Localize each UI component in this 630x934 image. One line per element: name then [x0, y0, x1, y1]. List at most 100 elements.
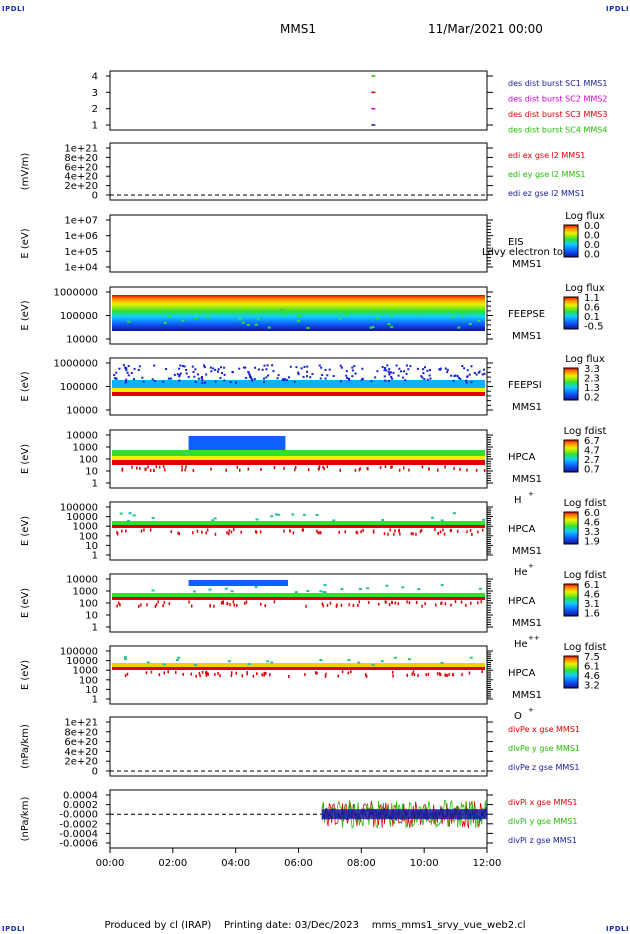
y-axis-label: (mV/m)	[20, 153, 31, 191]
y-tick-label: 1	[92, 551, 98, 562]
heatmap-speckle	[181, 319, 185, 322]
heatmap-speckle	[478, 587, 482, 590]
y-tick-label: 10	[85, 541, 98, 552]
heatmap-speckle	[214, 673, 216, 677]
heatmap-speckle	[139, 466, 141, 470]
heatmap-speckle	[246, 671, 249, 675]
heatmap-speckle	[387, 323, 391, 326]
heatmap-speckle	[178, 373, 181, 376]
heatmap-speckle	[276, 377, 279, 380]
heatmap-speckle	[116, 530, 118, 534]
heatmap-speckle	[383, 375, 386, 378]
heatmap-speckle	[275, 513, 279, 516]
heatmap-speckle	[145, 467, 147, 471]
colorbar-tick-label: 0.2	[584, 393, 600, 404]
heatmap-speckle	[360, 378, 363, 381]
legend-entry: des dist burst SC1 MMS1	[508, 79, 607, 88]
instrument-label: HPCA	[508, 452, 536, 463]
heatmap-speckle	[158, 673, 161, 677]
legend-entry: divPi z gse MMS1	[508, 836, 577, 845]
heatmap-speckle	[314, 671, 317, 675]
colorbar-tick-label: -0.5	[584, 322, 604, 333]
heatmap-speckle	[119, 512, 123, 515]
heatmap-speckle	[347, 659, 351, 662]
heatmap-speckle	[178, 367, 181, 370]
y-tick-label: 1e+05	[64, 247, 98, 258]
heatmap-speckle	[328, 368, 331, 371]
heatmap-speckle	[402, 370, 405, 373]
heatmap-speckle	[149, 468, 152, 472]
y-tick-label: 1000	[73, 666, 98, 677]
heatmap-speckle	[371, 325, 375, 328]
heatmap-speckle	[340, 310, 344, 313]
x-tick-label: 10:00	[410, 858, 439, 869]
heatmap-speckle	[182, 672, 184, 676]
heatmap-speckle	[436, 672, 439, 676]
heatmap-speckle	[190, 604, 193, 608]
heatmap-speckle	[440, 519, 444, 522]
heatmap-speckle	[348, 379, 351, 382]
heatmap-speckle	[140, 603, 142, 607]
heatmap-speckle	[208, 588, 212, 591]
heatmap-speckle	[439, 673, 442, 677]
colorbar	[563, 367, 579, 401]
panel-frame-hpca_he	[109, 501, 488, 561]
heatmap-speckle	[198, 310, 202, 313]
species-charge: +	[528, 562, 534, 570]
heatmap-speckle	[385, 369, 388, 372]
heatmap-speckle	[261, 368, 264, 371]
heatmap-speckle	[366, 587, 370, 590]
colorbar-tick-label: 3.3	[584, 527, 600, 538]
colorbar-tick-label: 2.7	[584, 455, 600, 466]
heatmap-speckle	[329, 601, 332, 605]
heatmap-speckle	[260, 467, 262, 471]
heatmap-speckle	[248, 374, 251, 377]
heatmap-speckle	[316, 671, 318, 675]
heatmap-speckle	[453, 374, 456, 377]
heatmap-speckle	[232, 528, 235, 532]
heatmap-speckle	[384, 367, 387, 370]
y-tick-label: 4e+20	[64, 172, 98, 183]
heatmap-speckle	[232, 600, 235, 604]
y-axis-label: E (eV)	[20, 516, 31, 546]
species-label: He	[514, 639, 528, 650]
heatmap-speckle	[206, 672, 209, 676]
heatmap-speckle	[340, 588, 344, 591]
heatmap-speckle	[449, 529, 452, 533]
heatmap-speckle	[410, 532, 413, 536]
heatmap-speckle	[390, 325, 394, 328]
heatmap-speckle	[348, 603, 350, 607]
heatmap-speckle	[339, 364, 342, 367]
heatmap-speckle	[364, 673, 367, 677]
heatmap-speckle	[419, 530, 422, 534]
instrument-label: HPCA	[508, 668, 536, 679]
heatmap-speckle	[480, 600, 483, 604]
heatmap-speckle	[350, 670, 352, 674]
heatmap-speckle	[240, 530, 242, 534]
heatmap-speckle	[319, 531, 322, 535]
colorbar-tick-label: 6.0	[584, 508, 600, 519]
heatmap-speckle	[338, 317, 342, 320]
heatmap-speckle	[437, 468, 439, 472]
heatmap-speckle	[254, 586, 258, 589]
species-charge: +	[528, 490, 534, 498]
colorbar-tick-label: 3.3	[584, 364, 600, 375]
heatmap-speckle	[297, 371, 300, 374]
heatmap-speckle	[210, 467, 212, 471]
heatmap-speckle	[393, 656, 397, 659]
heatmap-speckle	[273, 600, 276, 604]
heatmap-speckle	[170, 530, 173, 534]
heatmap-speckle	[146, 603, 148, 607]
y-tick-label: 1000	[73, 443, 98, 454]
heatmap-speckle	[420, 375, 423, 378]
heatmap-speckle	[374, 376, 377, 379]
heatmap-speckle	[456, 529, 459, 533]
heatmap-speckle	[470, 381, 473, 384]
footer: Produced by cl (IRAP) Printing date: 03/…	[0, 920, 630, 931]
heatmap-speckle	[470, 601, 472, 605]
y-tick-label: 10	[85, 611, 98, 622]
heatmap-speckle	[173, 373, 176, 376]
instrument-label: HPCA	[508, 596, 536, 607]
y-tick-label: 100	[79, 599, 98, 610]
heatmap-speckle	[430, 516, 434, 519]
